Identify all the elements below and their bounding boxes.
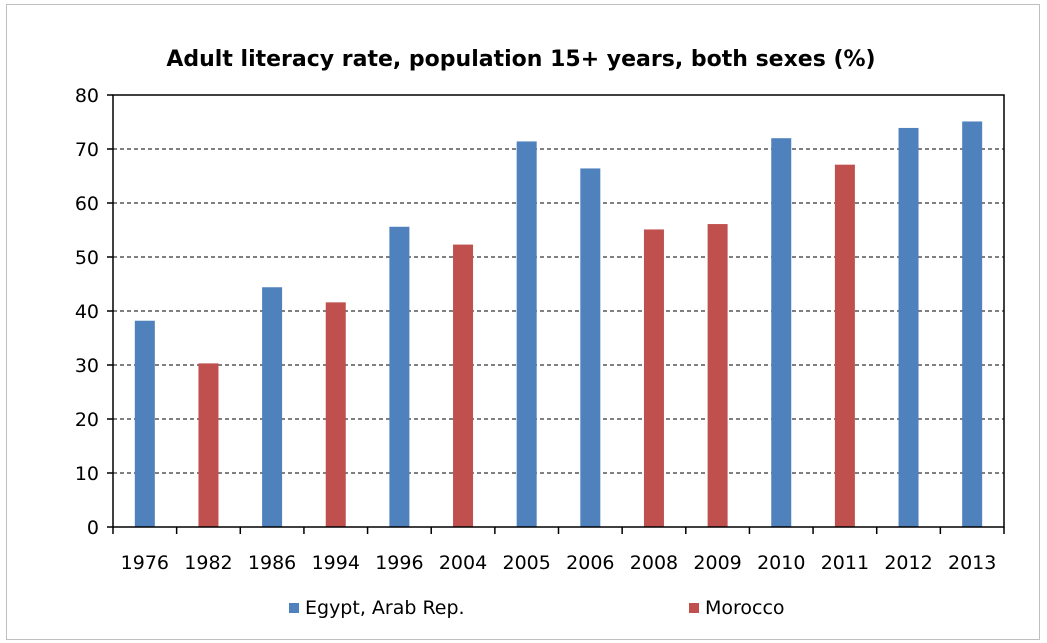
x-tick-label: 2008 bbox=[630, 552, 678, 574]
legend-label: Egypt, Arab Rep. bbox=[305, 597, 465, 619]
y-tick-label: 60 bbox=[75, 193, 99, 215]
x-tick-label: 1982 bbox=[184, 552, 232, 574]
y-tick-label: 30 bbox=[75, 355, 99, 377]
x-tick-label: 2011 bbox=[821, 552, 869, 574]
x-tick-label: 2013 bbox=[948, 552, 996, 574]
bar-egypt-2005 bbox=[516, 141, 537, 527]
x-tick-label: 2012 bbox=[884, 552, 932, 574]
bar-egypt-1976 bbox=[134, 320, 155, 527]
bar-egypt-1986 bbox=[262, 287, 283, 527]
legend-swatch bbox=[289, 603, 299, 613]
legend: Egypt, Arab Rep. Morocco bbox=[289, 597, 785, 619]
bar-egypt-2006 bbox=[580, 168, 601, 527]
bar-morocco-2011 bbox=[834, 164, 855, 527]
y-tick-label: 0 bbox=[87, 517, 99, 539]
y-tick-label: 80 bbox=[75, 85, 99, 107]
bar-egypt-2012 bbox=[898, 127, 919, 527]
y-tick-label: 70 bbox=[75, 139, 99, 161]
chart-title: Adult literacy rate, population 15+ year… bbox=[166, 47, 875, 72]
x-tick-label: 2006 bbox=[566, 552, 614, 574]
bar-morocco-2009 bbox=[707, 224, 728, 527]
y-tick-label: 40 bbox=[75, 301, 99, 323]
bar-morocco-2008 bbox=[643, 229, 664, 527]
legend-label: Morocco bbox=[705, 597, 785, 619]
bar-morocco-1982 bbox=[198, 363, 219, 527]
x-tick-label: 2004 bbox=[439, 552, 487, 574]
x-tick-label: 1976 bbox=[121, 552, 169, 574]
x-tick-label: 2009 bbox=[693, 552, 741, 574]
legend-swatch bbox=[689, 603, 699, 613]
bar-egypt-1996 bbox=[389, 226, 410, 527]
bars bbox=[134, 121, 983, 528]
x-axis-ticks: 1976 1982 1986 1994 1996 2004 2005 2006 2008 2009… bbox=[112, 527, 1005, 574]
bar-morocco-2004 bbox=[453, 244, 474, 527]
y-tick-label: 50 bbox=[75, 247, 99, 269]
x-tick-label: 2005 bbox=[502, 552, 550, 574]
bar-morocco-1994 bbox=[325, 302, 346, 527]
y-tick-label: 20 bbox=[75, 409, 99, 431]
y-axis-ticks: 0 10 20 30 40 50 60 70 80 bbox=[75, 85, 113, 539]
x-tick-label: 1994 bbox=[312, 552, 360, 574]
x-tick-label: 2010 bbox=[757, 552, 805, 574]
x-tick-label: 1986 bbox=[248, 552, 296, 574]
bar-egypt-2013 bbox=[962, 121, 983, 528]
x-tick-label: 1996 bbox=[375, 552, 423, 574]
bar-egypt-2010 bbox=[771, 138, 792, 527]
gridlines bbox=[113, 148, 1004, 474]
y-tick-label: 10 bbox=[75, 463, 99, 485]
